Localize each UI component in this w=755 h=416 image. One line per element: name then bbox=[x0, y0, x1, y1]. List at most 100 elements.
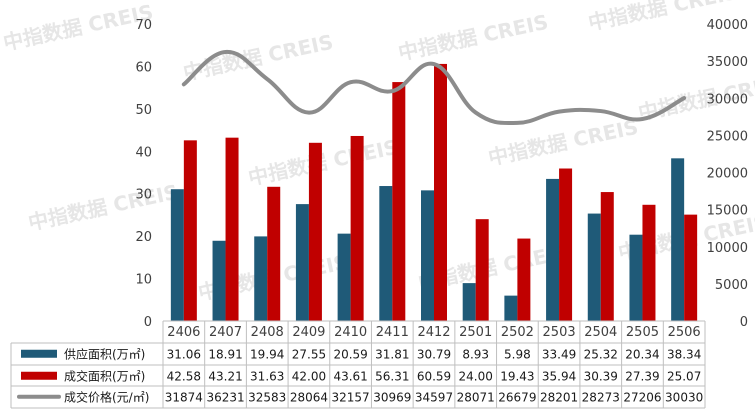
supply-bar bbox=[504, 295, 518, 321]
x-category-label: 2502 bbox=[501, 325, 534, 340]
watermark-text: 中指数据 CREIS bbox=[396, 10, 550, 65]
data-label: 35.94 bbox=[542, 369, 576, 383]
y-right-tick-label: 35000 bbox=[707, 55, 748, 70]
legend-label: 成交价格(元/㎡) bbox=[64, 389, 149, 404]
deal-bar bbox=[225, 137, 239, 321]
data-label: 5.98 bbox=[504, 347, 531, 361]
y-left-tick-label: 0 bbox=[144, 315, 152, 330]
deal-bar bbox=[308, 142, 322, 321]
y-left-tick-label: 70 bbox=[135, 18, 152, 33]
supply-bar bbox=[212, 240, 226, 321]
y-left-tick-label: 40 bbox=[135, 145, 152, 160]
y-left-tick-label: 30 bbox=[135, 188, 152, 203]
x-category-label: 2501 bbox=[459, 325, 492, 340]
y-right-tick-label: 10000 bbox=[707, 241, 748, 256]
watermark-text: 中指数据 CREIS bbox=[181, 30, 335, 85]
y-right-tick-label: 0 bbox=[740, 315, 748, 330]
data-label: 30.39 bbox=[584, 369, 618, 383]
y-left-tick-label: 10 bbox=[135, 273, 152, 288]
data-label: 34597 bbox=[415, 390, 453, 404]
x-category-label: 2504 bbox=[584, 325, 617, 340]
data-label: 26679 bbox=[498, 390, 536, 404]
deal-bar bbox=[559, 168, 573, 321]
legend-swatch bbox=[21, 371, 57, 380]
deal-bar bbox=[392, 82, 406, 321]
deal-bar bbox=[517, 238, 531, 321]
data-label: 19.43 bbox=[500, 369, 534, 383]
y-left-tick-label: 50 bbox=[135, 103, 152, 118]
deal-bar bbox=[642, 204, 656, 321]
data-label: 25.32 bbox=[584, 347, 618, 361]
x-category-label: 2408 bbox=[251, 325, 284, 340]
watermark-text: 中指数据 CREIS bbox=[246, 135, 400, 190]
x-category-label: 2503 bbox=[543, 325, 576, 340]
supply-bar bbox=[546, 178, 560, 321]
data-label: 27.55 bbox=[292, 347, 326, 361]
data-label: 8.93 bbox=[462, 347, 489, 361]
data-label: 28071 bbox=[457, 390, 495, 404]
supply-bar bbox=[379, 186, 393, 321]
supply-bar bbox=[295, 204, 309, 321]
x-category-label: 2409 bbox=[292, 325, 325, 340]
data-table: 2406 2407 2408 2409 2410 2411 2412 2501 2502 2503… bbox=[10, 320, 706, 409]
deal-bar bbox=[350, 135, 364, 321]
x-category-label: 2410 bbox=[334, 325, 367, 340]
data-label: 36231 bbox=[206, 390, 244, 404]
line-layer bbox=[181, 49, 687, 126]
data-label: 42.58 bbox=[167, 369, 201, 383]
y-left-tick-label: 60 bbox=[135, 60, 152, 75]
y-right-tick-label: 5000 bbox=[715, 278, 748, 293]
data-label: 30969 bbox=[373, 390, 411, 404]
y-right-tick-label: 40000 bbox=[707, 18, 748, 33]
data-label: 28064 bbox=[290, 390, 328, 404]
supply-bar bbox=[629, 234, 643, 321]
data-label: 30.79 bbox=[417, 347, 451, 361]
data-label: 32583 bbox=[248, 390, 286, 404]
x-category-label: 2407 bbox=[209, 325, 242, 340]
data-label: 30030 bbox=[665, 390, 703, 404]
data-label: 42.00 bbox=[292, 369, 326, 383]
data-label: 28273 bbox=[582, 390, 620, 404]
legend-label: 成交面积(万㎡) bbox=[64, 368, 145, 383]
y-left-tick-label: 20 bbox=[135, 230, 152, 245]
data-label: 43.21 bbox=[208, 369, 242, 383]
watermark-text: 中指数据 CREIS bbox=[26, 180, 180, 235]
supply-bar bbox=[337, 233, 351, 321]
deal-bar bbox=[267, 186, 281, 321]
y-right-tick-label: 15000 bbox=[707, 204, 748, 219]
data-label: 18.91 bbox=[208, 347, 242, 361]
price-line bbox=[181, 49, 687, 126]
supply-bar bbox=[462, 283, 476, 321]
data-label: 27206 bbox=[623, 390, 661, 404]
data-label: 31.81 bbox=[375, 347, 409, 361]
data-label: 20.59 bbox=[333, 347, 367, 361]
deal-bar bbox=[475, 219, 489, 321]
data-label: 38.34 bbox=[667, 347, 701, 361]
y-right-tick-label: 30000 bbox=[707, 92, 748, 107]
data-label: 28201 bbox=[540, 390, 578, 404]
supply-bar bbox=[671, 158, 685, 321]
legend-swatch bbox=[21, 349, 57, 358]
x-category-label: 2412 bbox=[417, 325, 450, 340]
data-label: 20.34 bbox=[625, 347, 659, 361]
data-label: 25.07 bbox=[667, 369, 701, 383]
axes-layer: 0 10 20 30 40 50 60 70 0 5000 10000 15000 20000 25000… bbox=[135, 18, 748, 330]
deal-bar bbox=[434, 63, 447, 322]
data-label: 19.94 bbox=[250, 347, 284, 361]
data-label: 27.39 bbox=[625, 369, 659, 383]
y-right-tick-label: 20000 bbox=[707, 167, 748, 182]
supply-bar bbox=[421, 190, 434, 321]
deal-bar bbox=[183, 140, 197, 321]
data-label: 31.63 bbox=[250, 369, 284, 383]
data-label: 31.06 bbox=[167, 347, 201, 361]
x-category-label: 2506 bbox=[668, 325, 701, 340]
x-category-label: 2505 bbox=[626, 325, 659, 340]
x-category-label: 2406 bbox=[167, 325, 200, 340]
data-label: 60.59 bbox=[417, 369, 451, 383]
data-label: 43.61 bbox=[333, 369, 367, 383]
y-right-tick-label: 25000 bbox=[707, 129, 748, 144]
supply-bar bbox=[587, 213, 601, 321]
data-label: 24.00 bbox=[459, 369, 493, 383]
